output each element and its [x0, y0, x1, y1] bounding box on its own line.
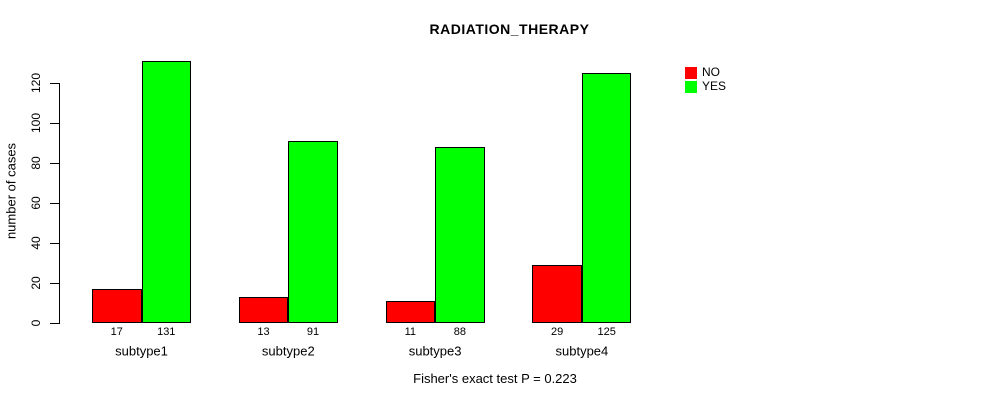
- fisher-test-annotation: Fisher's exact test P = 0.223: [413, 371, 577, 386]
- x-axis-category-label: subtype3: [408, 343, 462, 359]
- y-axis-tick-label: 40: [29, 236, 43, 250]
- y-axis-tick: [50, 83, 59, 84]
- y-axis-tick-label: 100: [29, 112, 43, 134]
- bar-no-subtype1: [92, 289, 142, 323]
- legend-item-yes: YES: [685, 80, 726, 93]
- bar-value-label: 131: [157, 326, 176, 338]
- bar-value-label: 88: [453, 326, 466, 338]
- y-axis-tick-label: 20: [29, 276, 43, 290]
- y-axis-tick-label: 60: [29, 196, 43, 210]
- y-axis-tick: [50, 243, 59, 244]
- bar-yes-subtype3: [435, 147, 485, 323]
- y-axis-tick-label: 120: [29, 72, 43, 94]
- y-axis-tick: [50, 163, 59, 164]
- x-axis-category-label: subtype1: [115, 343, 168, 359]
- y-axis-tick: [50, 283, 59, 284]
- legend-label-no: NO: [702, 65, 720, 79]
- bar-value-label: 13: [257, 326, 270, 338]
- legend-label-yes: YES: [702, 79, 727, 93]
- legend-item-no: NO: [685, 66, 726, 79]
- y-axis-tick-label: 0: [29, 319, 43, 327]
- bar-value-label: 91: [306, 326, 320, 338]
- bar-value-label: 11: [404, 326, 417, 338]
- bar-no-subtype4: [532, 265, 582, 323]
- legend-swatch-yes: [685, 80, 697, 93]
- chart-title: RADIATION_THERAPY: [429, 21, 590, 37]
- y-axis-line: [59, 83, 60, 324]
- bar-yes-subtype4: [581, 73, 632, 323]
- bar-yes-subtype1: [141, 61, 191, 323]
- y-axis-tick: [50, 323, 59, 324]
- y-axis-tick-label: 80: [29, 156, 43, 170]
- legend: NO YES: [685, 66, 726, 94]
- x-axis-category-label: subtype4: [555, 343, 609, 359]
- y-axis-tick: [50, 123, 59, 124]
- x-axis-category-label: subtype2: [261, 343, 315, 359]
- bar-yes-subtype2: [288, 141, 338, 323]
- y-axis-tick: [50, 203, 59, 204]
- bar-no-subtype2: [238, 297, 289, 323]
- bar-value-label: 125: [597, 326, 616, 338]
- bar-value-label: 29: [551, 326, 564, 338]
- bar-no-subtype3: [385, 301, 436, 323]
- legend-swatch-no: [685, 66, 697, 79]
- bar-value-label: 17: [110, 326, 123, 338]
